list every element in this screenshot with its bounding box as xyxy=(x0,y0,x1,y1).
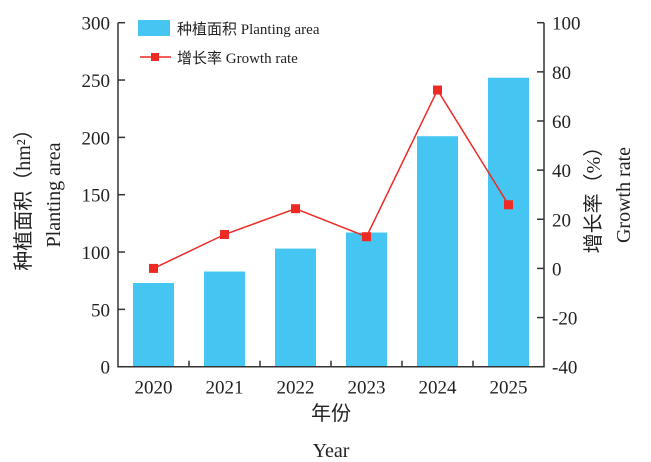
y2-tick-label: 0 xyxy=(552,259,562,280)
legend-bar-swatch xyxy=(138,20,170,36)
bar-2023 xyxy=(346,232,387,367)
y2-axis-title-cn: 增长率（%） xyxy=(582,137,605,254)
x-tick-label: 2024 xyxy=(419,378,458,399)
x-tick-label: 2023 xyxy=(348,378,386,399)
bar-2022 xyxy=(275,248,316,367)
y2-tick-label: 20 xyxy=(552,210,571,231)
y-tick-label: 200 xyxy=(82,128,111,149)
growth-marker-2020 xyxy=(149,263,158,273)
bar-2024 xyxy=(417,136,458,367)
growth-marker-2025 xyxy=(504,200,513,210)
legend-bar-label: 种植面积 Planting area xyxy=(177,21,320,38)
y-tick-label: 250 xyxy=(82,71,111,92)
y2-tick-label: 40 xyxy=(552,161,571,182)
y-tick-label: 50 xyxy=(91,300,110,321)
y2-tick-label: -40 xyxy=(552,358,577,379)
y-tick-label: 0 xyxy=(101,358,111,379)
y-axis-title-en: Planting area xyxy=(43,142,65,247)
y2-tick-label: 80 xyxy=(552,63,571,84)
x-tick-label: 2021 xyxy=(206,378,244,399)
x-tick-label: 2022 xyxy=(277,378,315,399)
legend-line-label: 增长率 Growth rate xyxy=(177,50,298,67)
y-tick-label: 100 xyxy=(82,243,111,264)
y-tick-label: 300 xyxy=(82,14,111,35)
bar-2020 xyxy=(133,282,174,367)
y2-tick-label: 60 xyxy=(552,112,571,133)
x-axis-title-cn: 年份 xyxy=(311,402,351,425)
legend: 种植面积 Planting area 增长率 Growth rate xyxy=(138,20,320,67)
y2-axis-title-en: Growth rate xyxy=(613,147,635,243)
x-tick-label: 2020 xyxy=(135,378,173,399)
bar-2025 xyxy=(488,77,529,367)
bar-2021 xyxy=(204,271,245,367)
x-axis-title-en: Year xyxy=(313,440,350,462)
axes-frame xyxy=(117,22,545,368)
growth-marker-2023 xyxy=(362,232,371,242)
x-tick-label: 2025 xyxy=(490,378,528,399)
y-tick-label: 150 xyxy=(82,186,111,207)
y-axis-title-cn: 种植面积（hm²） xyxy=(12,119,35,271)
y2-tick-label: 100 xyxy=(552,14,581,35)
growth-rate-line xyxy=(153,88,510,270)
growth-marker-2022 xyxy=(291,204,300,214)
y2-tick-label: -20 xyxy=(552,309,577,330)
growth-marker-2024 xyxy=(433,85,442,95)
growth-marker-2021 xyxy=(220,230,229,240)
legend-line-marker xyxy=(151,53,159,61)
